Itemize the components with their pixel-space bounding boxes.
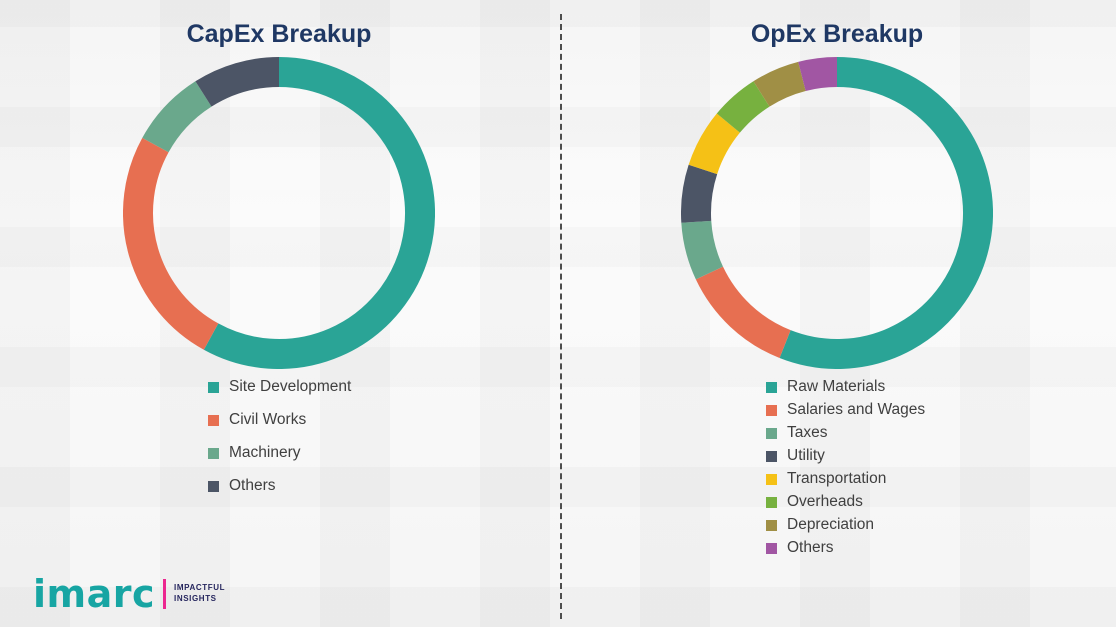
legend-label-salaries-and-wages: Salaries and Wages (787, 401, 926, 418)
imarc-logo: imarc IMPACTFUL INSIGHTS (33, 571, 225, 616)
donut-segment-utility (681, 164, 718, 223)
legend-swatch-overheads (766, 496, 777, 508)
legend-item-depreciation: Depreciation (766, 515, 925, 535)
legend-item-others: Others (766, 538, 925, 558)
legend-label-site-development: Site Development (229, 378, 352, 395)
opex-donut-chart (681, 57, 993, 369)
legend-swatch-site-development (208, 381, 219, 393)
opex-chart-title: OpEx Breakup (750, 20, 924, 48)
legend-item-civil-works: Civil Works (208, 410, 351, 430)
donut-segment-civil-works (123, 137, 219, 350)
legend-item-site-development: Site Development (208, 377, 351, 397)
legend-label-others: Others (229, 477, 276, 494)
legend-label-taxes: Taxes (787, 424, 828, 441)
vertical-dashed-divider (560, 14, 562, 619)
legend-swatch-transportation (766, 473, 777, 485)
legend-swatch-machinery (208, 447, 219, 459)
legend-label-overheads: Overheads (787, 493, 863, 510)
donut-segment-overheads (716, 81, 770, 134)
legend-label-transportation: Transportation (787, 470, 887, 487)
capex-chart-title: CapEx Breakup (186, 20, 372, 48)
imarc-logo-tagline-line2: INSIGHTS (174, 593, 217, 603)
legend-item-others: Others (208, 476, 351, 496)
legend-swatch-salaries-and-wages (766, 404, 777, 416)
legend-label-raw-materials: Raw Materials (787, 378, 886, 395)
capex-legend: Site Development Civil Works Machinery Othe… (208, 377, 351, 496)
donut-segment-raw-materials (779, 57, 993, 369)
legend-swatch-others (208, 480, 219, 492)
legend-item-machinery: Machinery (208, 443, 351, 463)
legend-swatch-utility (766, 450, 777, 462)
legend-label-depreciation: Depreciation (787, 516, 875, 533)
opex-donut-wrap (558, 57, 1116, 369)
legend-label-civil-works: Civil Works (229, 411, 307, 428)
legend-label-others: Others (787, 539, 834, 556)
imarc-logo-tagline-line1: IMPACTFUL (174, 583, 226, 593)
legend-label-machinery: Machinery (229, 444, 301, 461)
legend-swatch-civil-works (208, 414, 219, 426)
donut-segment-others (195, 57, 280, 107)
opex-panel: OpEx Breakup Raw Materials Salaries and W… (558, 0, 1116, 627)
legend-item-taxes: Taxes (766, 423, 925, 443)
legend-item-utility: Utility (766, 446, 925, 466)
legend-item-overheads: Overheads (766, 492, 925, 512)
donut-segment-machinery (142, 81, 212, 153)
legend-item-raw-materials: Raw Materials (766, 377, 925, 397)
donut-segment-salaries-and-wages (695, 266, 791, 359)
legend-label-utility: Utility (787, 447, 825, 464)
legend-item-salaries-and-wages: Salaries and Wages (766, 400, 925, 420)
opex-legend: Raw Materials Salaries and Wages Taxes Util… (766, 377, 925, 558)
legend-swatch-raw-materials (766, 381, 777, 393)
legend-swatch-others (766, 542, 777, 554)
legend-swatch-taxes (766, 427, 777, 439)
donut-segment-site-development (203, 57, 435, 369)
capex-panel: CapEx Breakup Site Development Civil Work… (0, 20, 558, 496)
legend-item-transportation: Transportation (766, 469, 925, 489)
imarc-logo-brand: imarc (33, 571, 156, 616)
legend-swatch-depreciation (766, 519, 777, 531)
capex-donut-wrap (0, 57, 558, 369)
imarc-logo-accent-bar (163, 578, 167, 609)
imarc-logo-tagline: IMPACTFUL INSIGHTS (174, 583, 225, 605)
donut-segment-others (798, 57, 838, 92)
donut-segment-transportation (688, 113, 741, 175)
donut-segment-taxes (681, 220, 724, 280)
donut-segment-depreciation (753, 61, 807, 107)
capex-donut-chart (123, 57, 435, 369)
